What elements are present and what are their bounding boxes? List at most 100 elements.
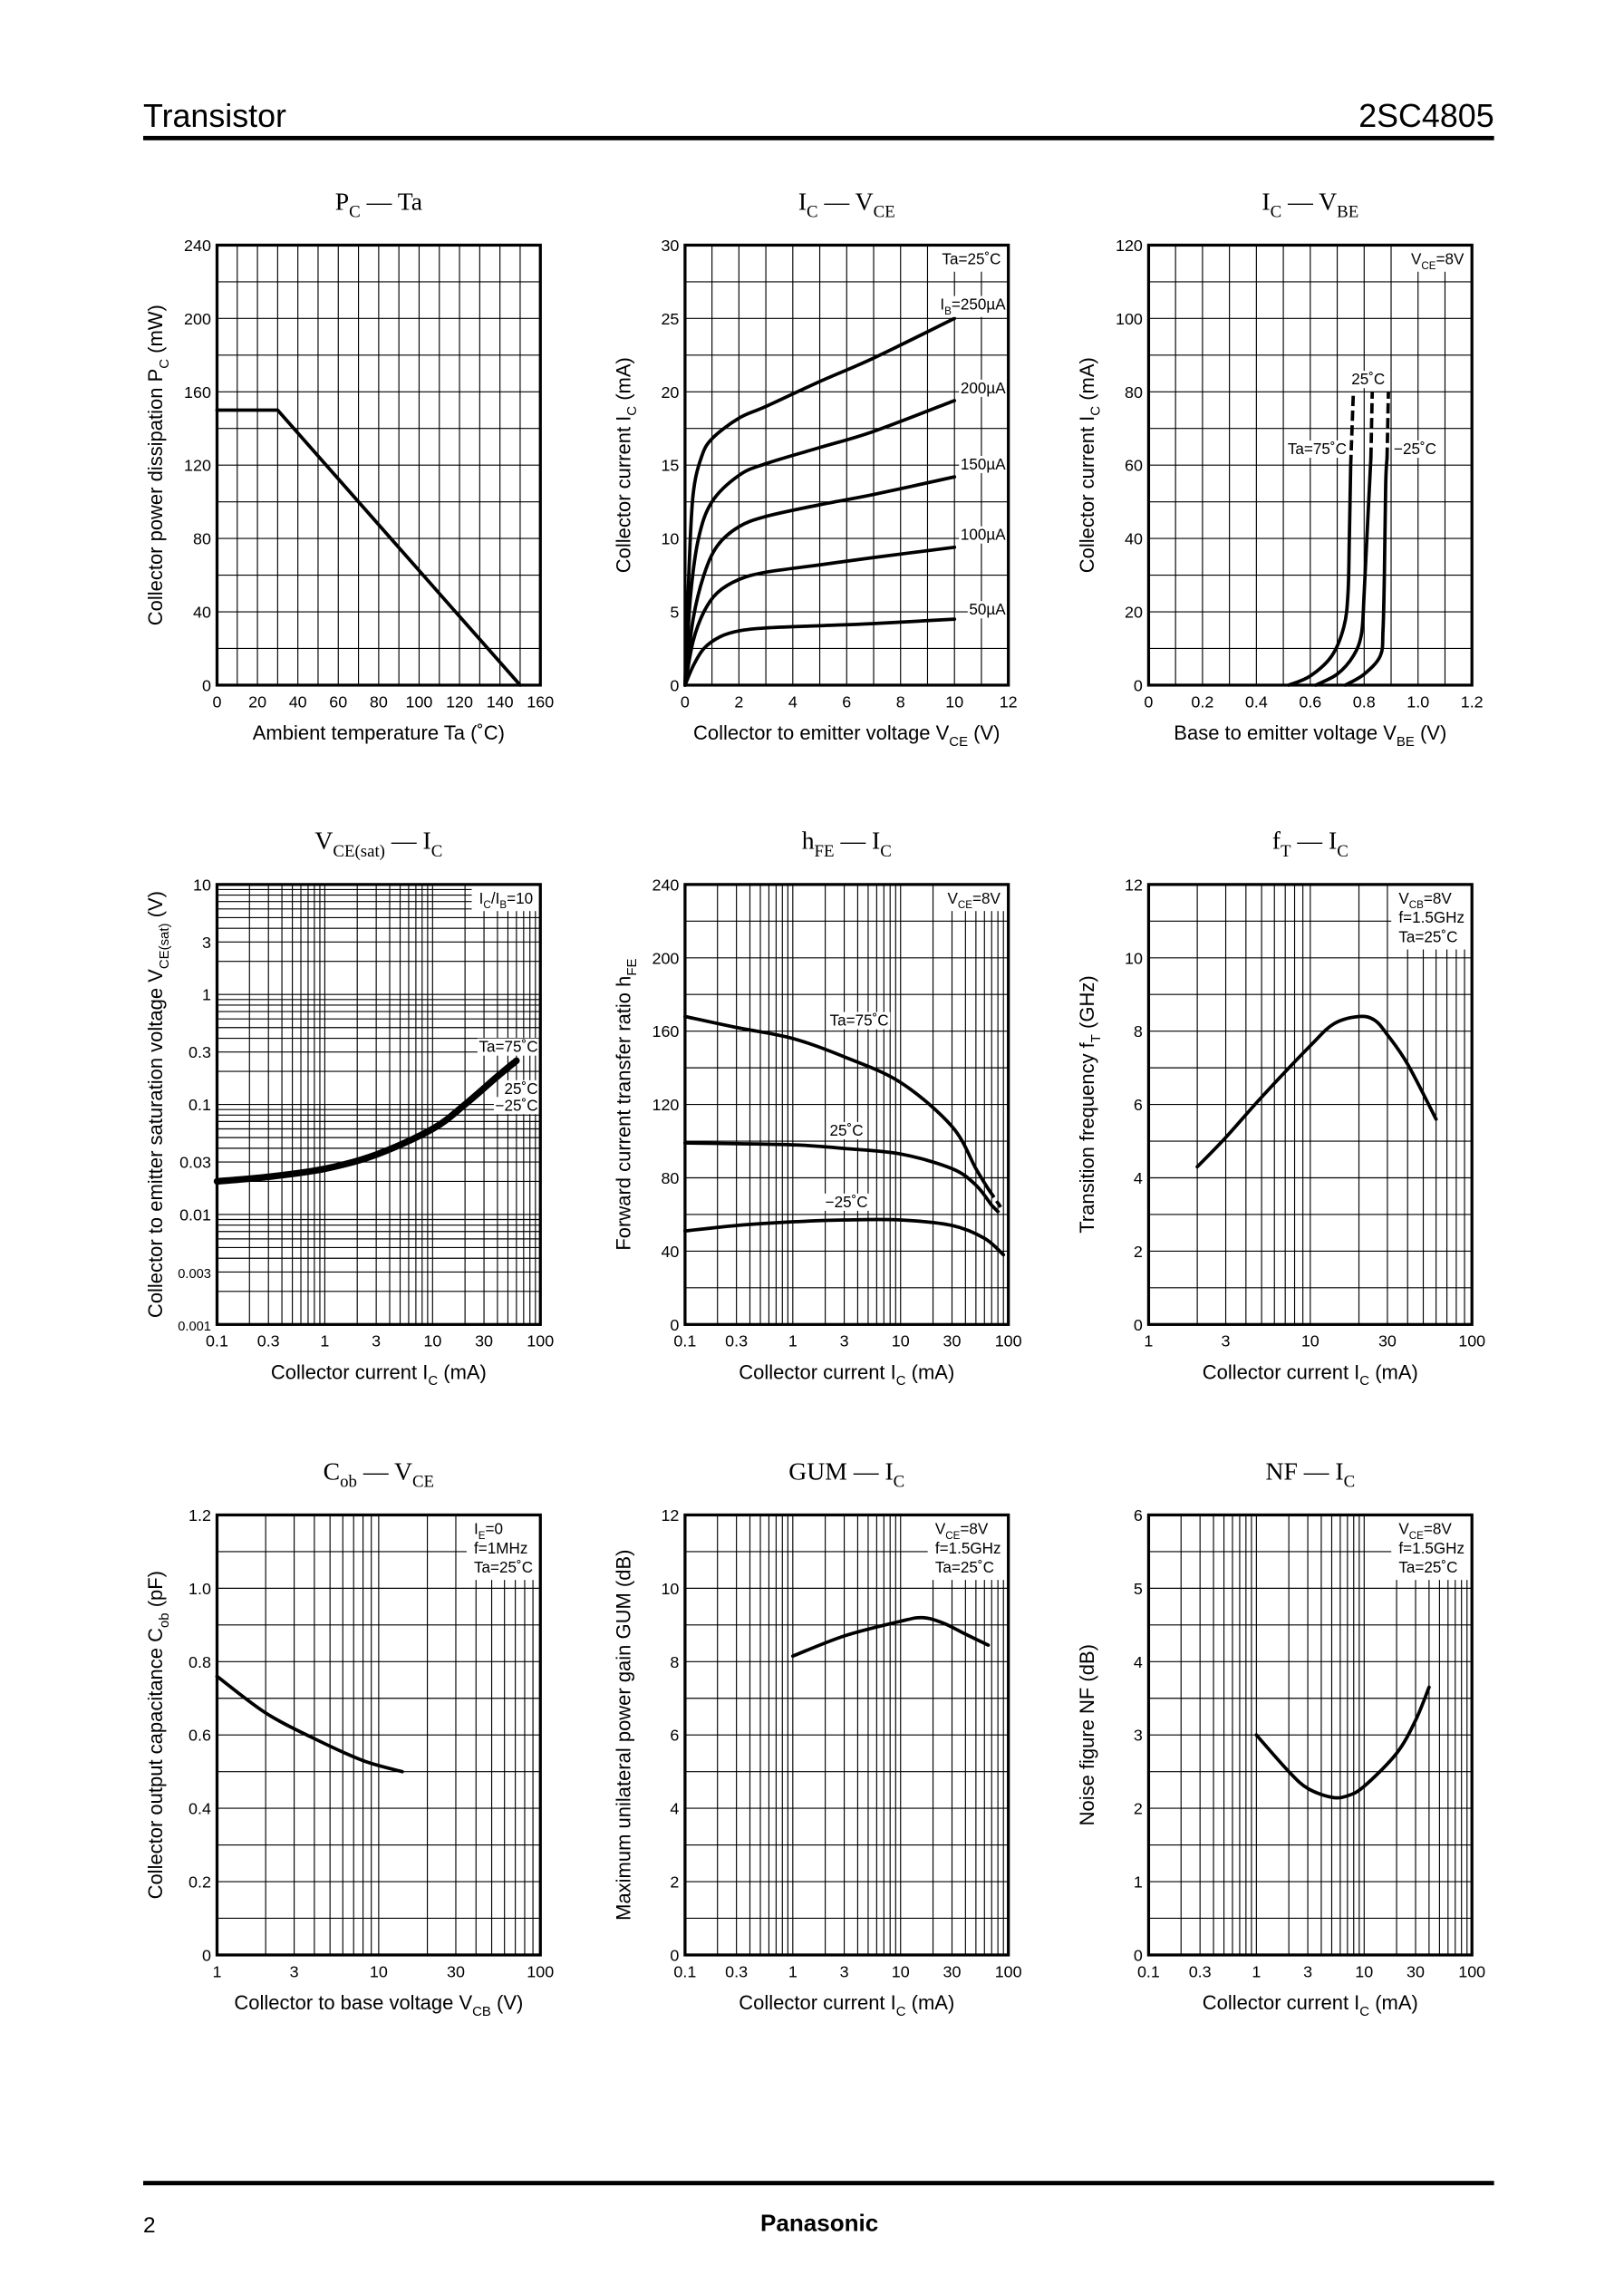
subscript: FE [624, 958, 640, 975]
header-category: Transistor [143, 98, 286, 134]
series-line [1343, 456, 1389, 687]
plot-frame [215, 883, 542, 1326]
subscript: CE [1421, 260, 1436, 272]
conditions-legend: IE​=0f=1MHz Ta=25˚C [466, 1515, 541, 1581]
x-tick-label: 6 [842, 692, 851, 711]
chart-panel: GUM — IC​ VCE​=8Vf=1.5GHz Ta=25˚C 0.1 0.3 1 3 1… [613, 1457, 1022, 2018]
curve-label: Ta=75˚C [479, 1039, 538, 1056]
curve-label-background [827, 1121, 865, 1139]
text-run: V [935, 1521, 946, 1538]
y-tick-label: 4 [1134, 1653, 1143, 1671]
subscript: C [1344, 1473, 1356, 1492]
series-line [683, 316, 957, 687]
y-tick-label: 2 [670, 1873, 679, 1892]
legend-condition: f=1.5GHz [1398, 909, 1464, 926]
x-axis-label: Collector current IC​ (mA) [1203, 1991, 1418, 2019]
series-line [683, 1141, 994, 1207]
text-run: (mA) [1369, 1361, 1418, 1384]
curve-label-background [959, 456, 1008, 474]
chart-title: hFE​ — IC​ [802, 827, 892, 861]
subscript: C [1359, 2004, 1369, 2019]
text-run: h [802, 827, 815, 855]
x-axis-label: Collector current IC​ (mA) [739, 1991, 954, 2019]
text-run: (pF) [144, 1571, 167, 1612]
curve-label-background [959, 526, 1008, 544]
subscript: T [1281, 842, 1291, 861]
series-line [683, 1014, 991, 1191]
legend-condition: VCE​=8V [1411, 251, 1464, 272]
curve-label: −25˚C [826, 1194, 868, 1211]
x-tick-label: 100 [1458, 1962, 1485, 1980]
text-run: Collector output capacitance C [144, 1628, 167, 1900]
x-tick-label: 0.1 [673, 1962, 696, 1980]
legend-condition: Ta=25˚C [935, 1559, 994, 1576]
text-run: 150µA [961, 456, 1006, 473]
text-run: V [1398, 890, 1409, 907]
text-run: (mA) [1369, 1991, 1418, 2014]
conditions-legend: VCB​=8Vf=1.5GHz Ta=25˚C [1391, 884, 1473, 950]
text-run: f=1.5GHz [935, 1540, 1001, 1557]
y-tick-label: 3 [202, 934, 211, 952]
chart-title: IC​ — VBE​ [1262, 187, 1358, 221]
chart-title: Cob​ — VCE​ [324, 1457, 434, 1491]
text-run: (mA) [438, 1361, 487, 1384]
x-tick-label: 20 [248, 692, 266, 711]
x-tick-label: 0.3 [1189, 1962, 1212, 1980]
text-run: 50µA [969, 601, 1006, 618]
legend-condition: Ta=25˚C [1398, 928, 1457, 945]
curve-label-background [493, 1097, 540, 1115]
x-tick-label: 100 [995, 1962, 1022, 1980]
chart-panel: PC​ — Ta 0 20 40 60 80 100 120 140 160 0 40 80 120 160… [144, 187, 554, 744]
curve-label-background [827, 1011, 891, 1030]
text-run: =0 [486, 1521, 504, 1538]
y-tick-label: 3 [1134, 1727, 1143, 1745]
x-tick-label: 1.2 [1461, 692, 1484, 711]
subscript: C [1337, 842, 1348, 861]
text-run: −25˚C [1394, 440, 1436, 458]
page-number: 2 [143, 2213, 156, 2238]
conditions-legend: VCE​=8V [1403, 245, 1473, 272]
x-tick-label: 3 [1222, 1332, 1231, 1350]
x-tick-label: 100 [406, 692, 433, 711]
series-line-dashed [990, 1204, 1002, 1216]
curve-label-background [967, 601, 1008, 619]
legend-condition: f=1.5GHz [935, 1540, 1001, 1557]
legend-condition: f=1.5GHz [1398, 1540, 1464, 1557]
y-tick-label: 240 [652, 876, 679, 894]
x-tick-label: 0.3 [725, 1332, 748, 1350]
plot-frame [683, 1513, 1010, 1957]
legend-background [940, 884, 1009, 912]
curve-label: 100µA [961, 527, 1006, 544]
subscript: C [1271, 203, 1282, 222]
x-tick-label: 0 [1144, 692, 1153, 711]
text-run: V [1398, 1521, 1409, 1538]
plot-frame [683, 243, 1010, 687]
y-tick-label: 120 [1116, 237, 1143, 255]
y-axis-label: Forward current transfer ratio hFE​ [613, 958, 641, 1250]
y-tick-label: 1 [202, 986, 211, 1004]
x-tick-label: 30 [475, 1332, 493, 1350]
text-run: /I [491, 890, 500, 907]
x-tick-label: 10 [892, 1962, 910, 1980]
text-run: (mA) [906, 1361, 955, 1384]
gridlines [217, 884, 541, 1325]
y-tick-label: 2 [1134, 1243, 1143, 1261]
text-run: C [324, 1457, 340, 1485]
text-run: Ambient temperature Ta (˚C) [253, 721, 505, 744]
y-tick-label: 0.01 [179, 1205, 211, 1224]
y-axis-label: Collector output capacitance Cob​ (pF) [144, 1571, 172, 1899]
text-run: Ta=75˚C [1288, 440, 1347, 458]
chart-title: fT​ — IC​ [1272, 827, 1348, 861]
text-run: −25˚C [496, 1097, 538, 1114]
conditions-legend: IC​/IB​=10 [471, 884, 541, 912]
legend-condition: Ta=25˚C [1398, 1559, 1457, 1576]
y-tick-label: 20 [661, 383, 679, 402]
text-run: Collector current I [271, 1361, 429, 1384]
text-run: (mW) [144, 305, 167, 359]
text-run: Collector current I [1076, 416, 1098, 574]
curve-label: −25˚C [496, 1097, 538, 1114]
subscript: ob [340, 1473, 357, 1492]
text-run: 25˚C [1351, 371, 1385, 388]
